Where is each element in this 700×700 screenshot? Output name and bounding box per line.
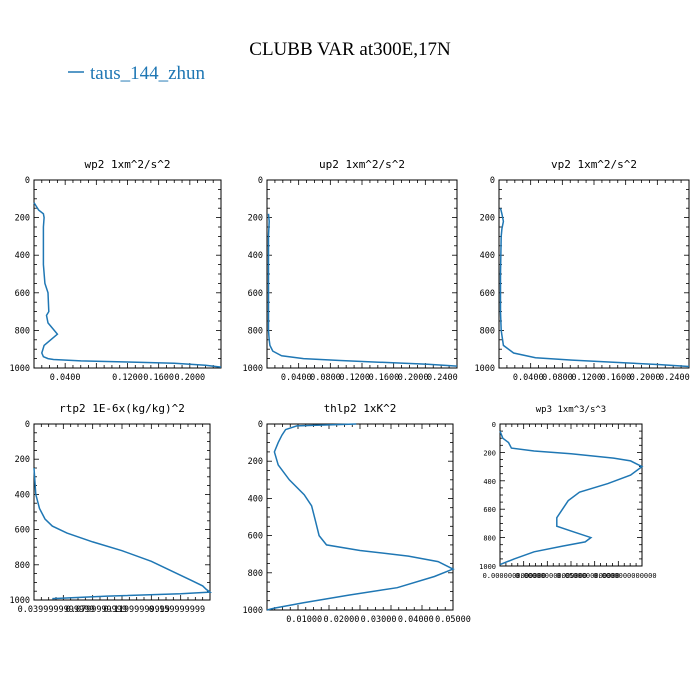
x-tick-label: 0.11999999999 — [103, 605, 170, 615]
panel-title: wp2 1xm^2/s^2 — [84, 158, 170, 171]
x-tick-label: 0.1600 — [369, 373, 400, 383]
x-tick-label: 0.0799999999 — [66, 605, 127, 615]
y-tick-label: 200 — [15, 214, 30, 224]
y-tick-label: 200 — [480, 214, 495, 224]
x-tick-label: 0.2400 — [427, 373, 458, 383]
plot-frame — [266, 179, 458, 369]
legend: taus_144_zhun — [68, 63, 206, 84]
series-line — [33, 202, 222, 368]
y-tick-label: 1000 — [10, 596, 30, 606]
x-tick-label: 0.03000 — [361, 615, 397, 625]
panel-2: up2 1xm^2/s^2 0 200 400 600 800 1000 0.04000.08… — [243, 158, 458, 383]
y-tick-label: 200 — [248, 457, 263, 467]
x-tick-label: 0.1600 — [143, 373, 174, 383]
y-tick-label: 800 — [15, 326, 30, 336]
series-line — [266, 423, 455, 611]
y-tick-label: 800 — [248, 569, 263, 579]
x-tick-label: 0.0800 — [542, 373, 573, 383]
y-tick-label: 600 — [483, 506, 496, 514]
y-tick-label: 800 — [248, 326, 263, 336]
y-tick-label: 1000 — [479, 563, 496, 571]
x-tick-label: 0.000000000000000 — [515, 572, 587, 580]
plot-frame — [33, 423, 211, 601]
y-tick-label: 600 — [15, 526, 30, 536]
x-tick-label: 0.0500000000000 — [556, 572, 619, 580]
panel-title: vp2 1xm^2/s^2 — [551, 158, 637, 171]
y-tick-label: 0 — [490, 176, 495, 186]
x-tick-label: 0.1200 — [112, 373, 143, 383]
x-tick-label: 0.0400 — [513, 373, 544, 383]
y-tick-label: 600 — [480, 289, 495, 299]
y-tick-label: 200 — [15, 455, 30, 465]
x-tick-label: 0.159999999 — [149, 605, 205, 615]
y-tick-label: 1000 — [243, 606, 263, 616]
x-tick-label: 0.04000 — [398, 615, 434, 625]
panel-title: up2 1xm^2/s^2 — [319, 158, 405, 171]
x-tick-label: 0.0000000000000 — [593, 572, 656, 580]
y-tick-label: 200 — [483, 449, 496, 457]
x-tick-label: 0.0400 — [281, 373, 312, 383]
y-tick-label: 800 — [15, 561, 30, 571]
x-tick-label: 0.02000 — [323, 615, 359, 625]
x-tick-label: 0.1200 — [339, 373, 370, 383]
plot-frame — [33, 179, 222, 369]
panel-title: rtp2 1E-6x(kg/kg)^2 — [59, 402, 185, 415]
x-tick-label: 0.0800 — [310, 373, 341, 383]
y-tick-label: 1000 — [475, 364, 495, 374]
panel-4: rtp2 1E-6x(kg/kg)^2 0 200 400 600 800 10000.03… — [10, 402, 213, 615]
plot-frame — [266, 423, 454, 611]
x-tick-label: 0.2400 — [659, 373, 690, 383]
legend-label: taus_144_zhun — [90, 63, 206, 84]
x-tick-label: 0.05000 — [435, 615, 471, 625]
y-tick-label: 400 — [483, 478, 496, 486]
panel-title: wp3 1xm^3/s^3 — [536, 405, 606, 415]
y-tick-label: 0 — [25, 420, 30, 430]
y-tick-label: 0 — [258, 420, 263, 430]
y-tick-label: 0 — [492, 421, 496, 429]
y-tick-label: 1000 — [10, 364, 30, 374]
y-tick-label: 1000 — [243, 364, 263, 374]
x-tick-label: 0.2000 — [630, 373, 661, 383]
x-tick-label: 0.2000 — [398, 373, 429, 383]
y-tick-label: 400 — [15, 490, 30, 500]
series-line — [499, 430, 644, 566]
series-line — [267, 213, 458, 367]
y-tick-label: 200 — [248, 214, 263, 224]
panel-title: thlp2 1xK^2 — [324, 402, 397, 415]
x-tick-label: 0.01000 — [286, 615, 322, 625]
plot-frame — [498, 179, 690, 369]
series-line — [499, 208, 690, 368]
panel-5: thlp2 1xK^2 0 200 400 600 800 1000 0.01000 0.020… — [243, 402, 471, 625]
figure-title: CLUBB VAR at300E,17N — [249, 39, 451, 60]
y-tick-label: 0 — [25, 176, 30, 186]
y-tick-label: 800 — [480, 326, 495, 336]
x-tick-label: 0.1200 — [571, 373, 602, 383]
x-tick-label: 0.2000 — [174, 373, 205, 383]
series-line — [33, 467, 213, 600]
panel-6: wp3 1xm^3/s^3020040060080010000.00000000… — [479, 405, 656, 580]
y-tick-label: 600 — [248, 532, 263, 542]
y-tick-label: 800 — [483, 535, 496, 543]
y-tick-label: 400 — [15, 251, 30, 261]
y-tick-label: 400 — [248, 494, 263, 504]
panel-1: wp2 1xm^2/s^2 0 200 400 600 800 1000 0.0400 0.12… — [10, 158, 222, 383]
y-tick-label: 400 — [248, 251, 263, 261]
x-tick-label: 0.1600 — [601, 373, 632, 383]
x-tick-label: 0.0000000000000 — [483, 572, 546, 580]
y-tick-label: 600 — [15, 289, 30, 299]
y-tick-label: 600 — [248, 289, 263, 299]
x-tick-label: 0.0399999999999 — [18, 605, 95, 615]
y-tick-label: 400 — [480, 251, 495, 261]
x-tick-label: 0.0400 — [50, 373, 81, 383]
panel-3: vp2 1xm^2/s^2 0 200 400 600 800 1000 0.04000.08… — [475, 158, 690, 383]
y-tick-label: 0 — [258, 176, 263, 186]
